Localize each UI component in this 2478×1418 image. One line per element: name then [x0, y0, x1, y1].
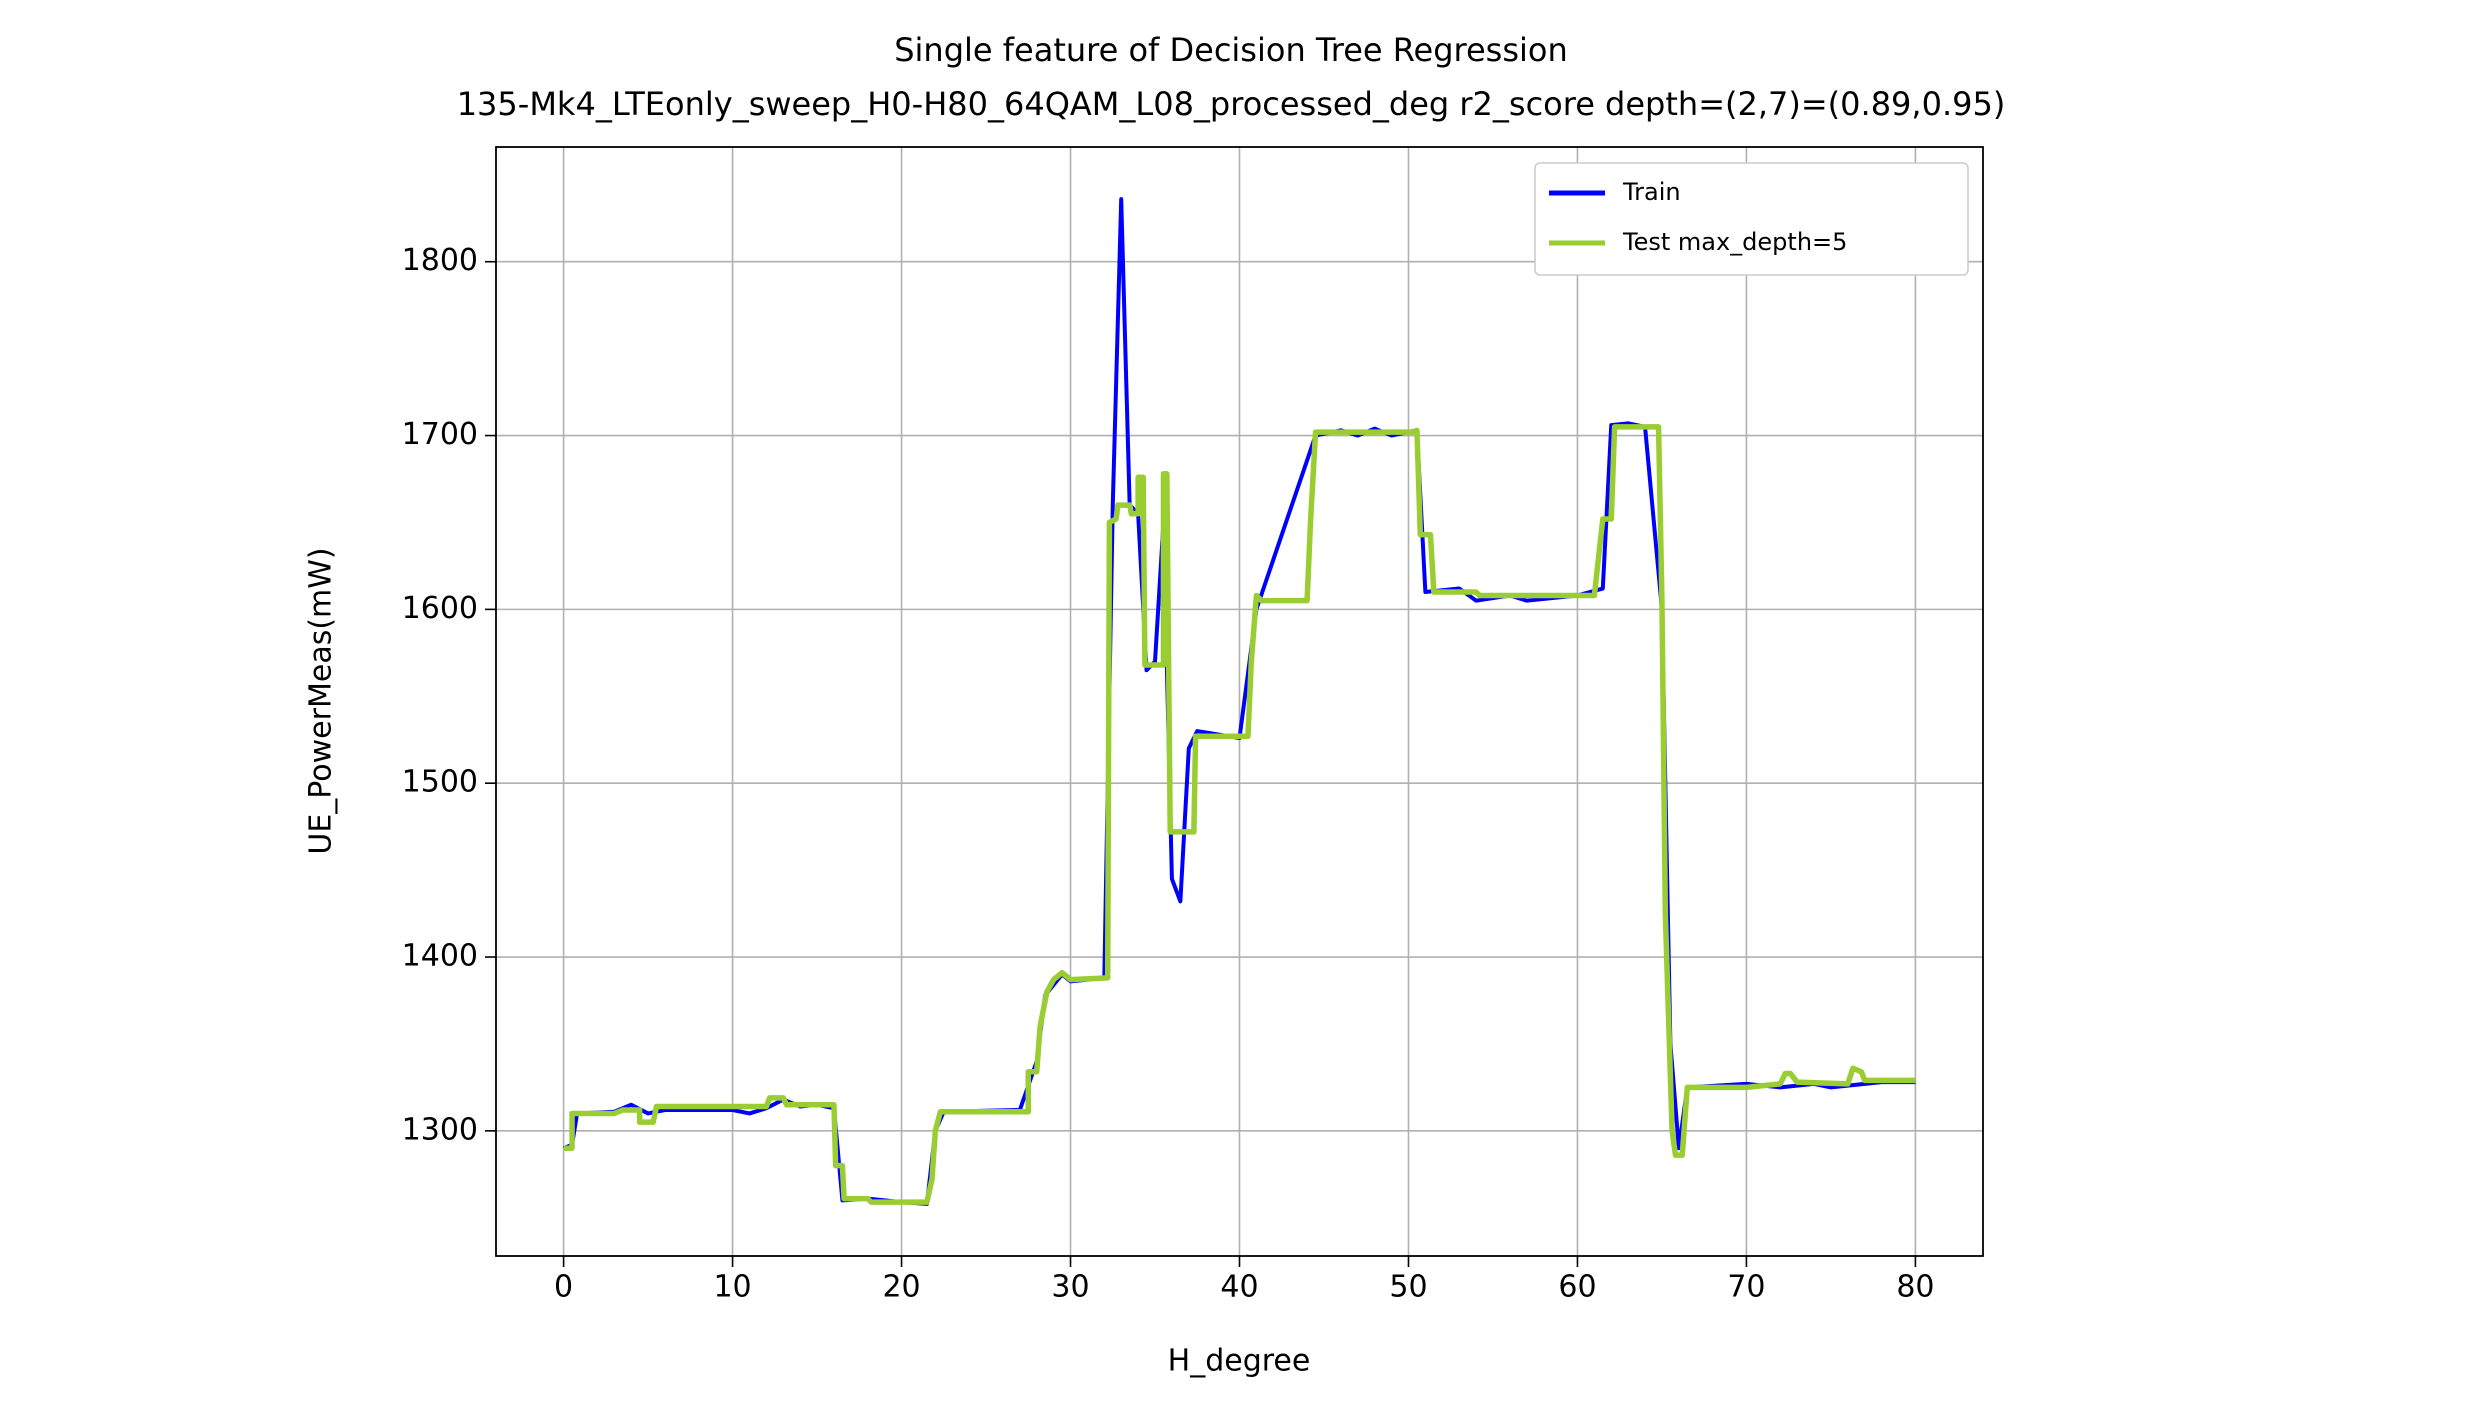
- legend-label: Test max_depth=5: [1622, 228, 1847, 256]
- x-axis-label: H_degree: [1168, 1344, 1311, 1379]
- y-tick-label: 1500: [402, 765, 478, 800]
- x-tick-label: 30: [1051, 1270, 1089, 1305]
- x-tick-label: 60: [1558, 1270, 1596, 1305]
- y-tick-label: 1700: [402, 417, 478, 452]
- legend-box: [1534, 162, 1969, 276]
- y-tick-label: 1400: [402, 939, 478, 974]
- plot-frame: [495, 146, 1984, 1257]
- y-tick-label: 1300: [402, 1112, 478, 1147]
- chart-subtitle: 135-Mk4_LTEonly_sweep_H0-H80_64QAM_L08_p…: [457, 85, 2006, 123]
- y-axis-label: UE_PowerMeas(mW): [304, 547, 339, 854]
- x-tick-label: 50: [1389, 1270, 1427, 1305]
- data-line: [563, 424, 1916, 1205]
- x-tick-label: 20: [882, 1270, 920, 1305]
- x-tick-label: 0: [554, 1270, 573, 1305]
- x-tick-label: 80: [1896, 1270, 1934, 1305]
- x-tick-label: 70: [1727, 1270, 1765, 1305]
- legend-label: Train: [1622, 178, 1681, 206]
- x-tick-label: 40: [1220, 1270, 1258, 1305]
- y-tick-label: 1800: [402, 243, 478, 278]
- y-tick-label: 1600: [402, 591, 478, 626]
- x-tick-label: 10: [713, 1270, 751, 1305]
- chart-title: Single feature of Decision Tree Regressi…: [894, 31, 1568, 69]
